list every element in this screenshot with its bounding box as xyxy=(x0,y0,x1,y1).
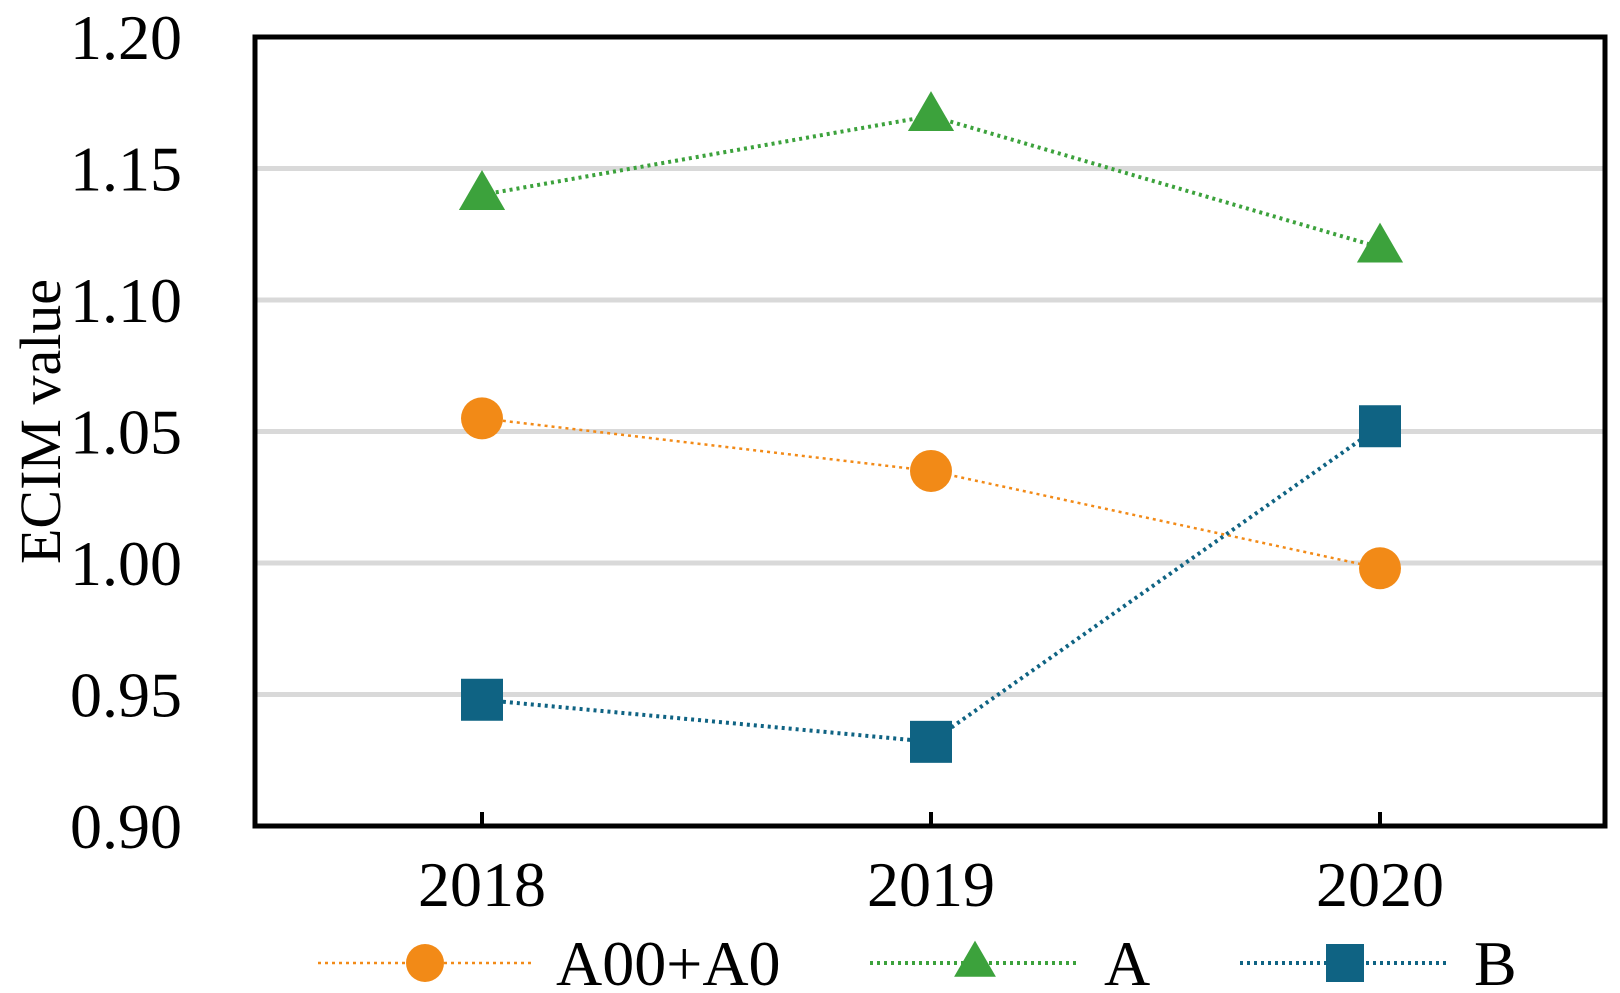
data-point xyxy=(458,170,506,210)
x-tick-label: 2020 xyxy=(1316,849,1444,920)
y-tick-label: 1.15 xyxy=(70,134,182,205)
y-tick-label: 1.00 xyxy=(70,528,182,599)
legend-marker xyxy=(406,944,444,982)
series-a xyxy=(458,91,1404,263)
legend-item: A00+A0 xyxy=(318,928,781,993)
data-point xyxy=(907,91,955,132)
legend: A00+A0 A B xyxy=(318,928,1517,993)
data-point xyxy=(910,720,952,763)
legend-item: B xyxy=(1240,928,1517,993)
data-point xyxy=(1359,547,1401,590)
data-point xyxy=(910,449,952,492)
y-tick-label: 0.90 xyxy=(70,791,182,862)
y-axis-title: ECIM value xyxy=(8,279,73,564)
data-point xyxy=(461,397,503,440)
x-tick-label: 2019 xyxy=(867,849,995,920)
plot-frame xyxy=(252,34,1608,829)
legend-item: A xyxy=(870,928,1150,993)
x-tick-label: 2018 xyxy=(418,849,546,920)
series-line xyxy=(481,113,1381,250)
legend-label: A xyxy=(1104,928,1150,993)
series-line xyxy=(481,417,1381,570)
data-point xyxy=(461,678,503,721)
grid-lines xyxy=(255,166,1605,697)
data-point xyxy=(1359,405,1401,448)
series-a00-a0 xyxy=(461,397,1401,590)
y-tick-label: 1.20 xyxy=(70,2,182,73)
legend-marker xyxy=(1326,944,1364,982)
series-layer xyxy=(458,91,1404,763)
y-tick-label: 1.10 xyxy=(70,265,182,336)
y-tick-label: 0.95 xyxy=(70,660,182,731)
x-axis-tick-labels: 2018 2019 2020 xyxy=(418,849,1444,920)
series-b xyxy=(461,405,1401,763)
legend-label: A00+A0 xyxy=(556,928,781,993)
legend-label: B xyxy=(1474,928,1517,993)
legend-marker xyxy=(954,940,996,977)
y-tick-label: 1.05 xyxy=(70,397,182,468)
y-axis-tick-labels: 0.90 0.95 1.00 1.05 1.10 1.15 1.20 xyxy=(70,2,182,862)
data-point xyxy=(1356,222,1404,263)
